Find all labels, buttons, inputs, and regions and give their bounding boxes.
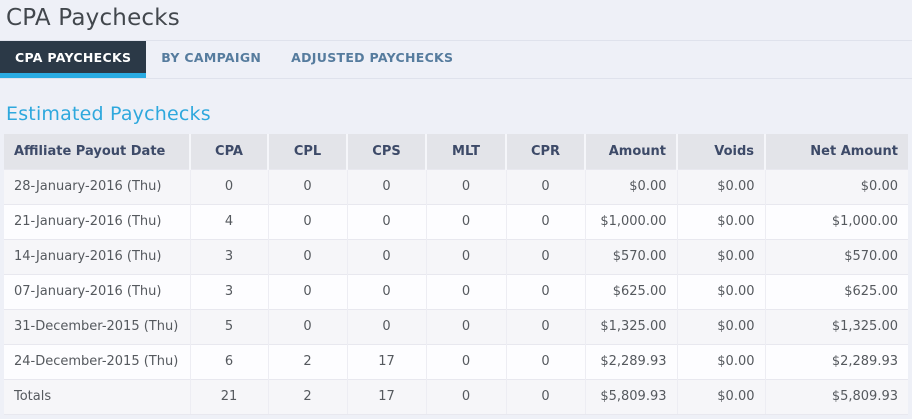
cell-cpa: 3 <box>190 239 269 275</box>
cell-affiliate-payout-date: 31-December-2015 (Thu) <box>4 309 191 345</box>
cell-amount: $2,289.93 <box>585 344 678 380</box>
cell-mlt: 0 <box>426 309 507 345</box>
cell-voids: $0.00 <box>677 239 766 275</box>
cell-voids: $0.00 <box>677 169 766 205</box>
cell-net-amount: $1,325.00 <box>765 309 908 345</box>
cell-cpl: 2 <box>268 344 348 380</box>
cell-cpr: 0 <box>506 309 586 345</box>
cell-net-amount: $570.00 <box>765 239 908 275</box>
cell-net-amount: $5,809.93 <box>765 379 908 415</box>
page-title: CPA Paychecks <box>6 5 180 31</box>
cell-mlt: 0 <box>426 239 507 275</box>
cell-cpr: 0 <box>506 379 586 415</box>
cell-cps: 0 <box>347 239 427 275</box>
cell-cpr: 0 <box>506 239 586 275</box>
cell-voids: $0.00 <box>677 274 766 310</box>
cell-cpl: 0 <box>268 274 348 310</box>
cell-amount: $5,809.93 <box>585 379 678 415</box>
column-header-cpa: CPA <box>190 134 269 170</box>
paychecks-table: Affiliate Payout Date CPA CPL CPS MLT CPR Amou… <box>4 134 908 415</box>
paychecks-table-container: Affiliate Payout Date CPA CPL CPS MLT CPR Amou… <box>4 134 908 415</box>
cell-affiliate-payout-date: 21-January-2016 (Thu) <box>4 204 191 240</box>
cell-affiliate-payout-date: 07-January-2016 (Thu) <box>4 274 191 310</box>
cell-cpa: 6 <box>190 344 269 380</box>
column-header-affiliate-payout-date: Affiliate Payout Date <box>4 134 191 170</box>
cell-cpl: 0 <box>268 169 348 205</box>
cell-amount: $625.00 <box>585 274 678 310</box>
table-row: 28-January-2016 (Thu) 0 0 0 0 0 $0.00 $0.00 $0.0… <box>4 169 908 205</box>
cell-net-amount: $1,000.00 <box>765 204 908 240</box>
column-header-voids: Voids <box>677 134 766 170</box>
cell-cpr: 0 <box>506 274 586 310</box>
cell-cps: 17 <box>347 379 427 415</box>
tab-adjusted-paychecks[interactable]: ADJUSTED PAYCHECKS <box>291 49 454 65</box>
cell-cps: 0 <box>347 204 427 240</box>
cell-net-amount: $0.00 <box>765 169 908 205</box>
cell-net-amount: $2,289.93 <box>765 344 908 380</box>
cell-cpl: 0 <box>268 309 348 345</box>
column-header-amount: Amount <box>585 134 678 170</box>
cell-cpa: 4 <box>190 204 269 240</box>
cell-cpa: 21 <box>190 379 269 415</box>
totals-row: Totals 21 2 17 0 0 $5,809.93 $0.00 $5,809.93 <box>4 379 908 415</box>
cell-mlt: 0 <box>426 204 507 240</box>
cell-mlt: 0 <box>426 274 507 310</box>
cell-cps: 0 <box>347 309 427 345</box>
table-header: Affiliate Payout Date CPA CPL CPS MLT CPR Amou… <box>4 134 908 170</box>
cell-voids: $0.00 <box>677 204 766 240</box>
cell-amount: $1,000.00 <box>585 204 678 240</box>
cell-affiliate-payout-date: 14-January-2016 (Thu) <box>4 239 191 275</box>
cell-cpa: 3 <box>190 274 269 310</box>
tab-cpa-paychecks[interactable]: CPA PAYCHECKS <box>0 41 147 78</box>
tab-by-campaign[interactable]: BY CAMPAIGN <box>161 49 262 65</box>
cell-cps: 0 <box>347 274 427 310</box>
column-header-cps: CPS <box>347 134 427 170</box>
cell-cpa: 5 <box>190 309 269 345</box>
cell-mlt: 0 <box>426 169 507 205</box>
cell-mlt: 0 <box>426 344 507 380</box>
cell-cpl: 2 <box>268 379 348 415</box>
column-header-net-amount: Net Amount <box>765 134 908 170</box>
cell-amount: $0.00 <box>585 169 678 205</box>
cell-cps: 0 <box>347 169 427 205</box>
table-row: 24-December-2015 (Thu) 6 2 17 0 0 $2,289.93 $0.… <box>4 344 908 380</box>
cell-affiliate-payout-date: 24-December-2015 (Thu) <box>4 344 191 380</box>
cell-cpl: 0 <box>268 204 348 240</box>
table-header-row: Affiliate Payout Date CPA CPL CPS MLT CPR Amou… <box>4 134 908 170</box>
table-row: 14-January-2016 (Thu) 3 0 0 0 0 $570.00 $0.00 $5… <box>4 239 908 275</box>
cell-affiliate-payout-date: 28-January-2016 (Thu) <box>4 169 191 205</box>
cell-amount: $1,325.00 <box>585 309 678 345</box>
table-row: 21-January-2016 (Thu) 4 0 0 0 0 $1,000.00 $0.00… <box>4 204 908 240</box>
cell-net-amount: $625.00 <box>765 274 908 310</box>
cell-amount: $570.00 <box>585 239 678 275</box>
table-body: 28-January-2016 (Thu) 0 0 0 0 0 $0.00 $0.00 $0.0… <box>4 169 908 415</box>
cell-voids: $0.00 <box>677 309 766 345</box>
column-header-cpr: CPR <box>506 134 586 170</box>
table-row: 31-December-2015 (Thu) 5 0 0 0 0 $1,325.00 $0.0… <box>4 309 908 345</box>
cell-cpr: 0 <box>506 344 586 380</box>
cell-voids: $0.00 <box>677 344 766 380</box>
cell-cpa: 0 <box>190 169 269 205</box>
cell-cpl: 0 <box>268 239 348 275</box>
column-header-cpl: CPL <box>268 134 348 170</box>
section-heading: Estimated Paychecks <box>6 103 211 125</box>
tab-bar: CPA PAYCHECKS BY CAMPAIGN ADJUSTED PAYCH… <box>0 40 912 79</box>
cell-affiliate-payout-date: Totals <box>4 379 191 415</box>
cell-mlt: 0 <box>426 379 507 415</box>
column-header-mlt: MLT <box>426 134 507 170</box>
cell-voids: $0.00 <box>677 379 766 415</box>
cell-cpr: 0 <box>506 169 586 205</box>
cell-cps: 17 <box>347 344 427 380</box>
table-row: 07-January-2016 (Thu) 3 0 0 0 0 $625.00 $0.00 $6… <box>4 274 908 310</box>
cell-cpr: 0 <box>506 204 586 240</box>
